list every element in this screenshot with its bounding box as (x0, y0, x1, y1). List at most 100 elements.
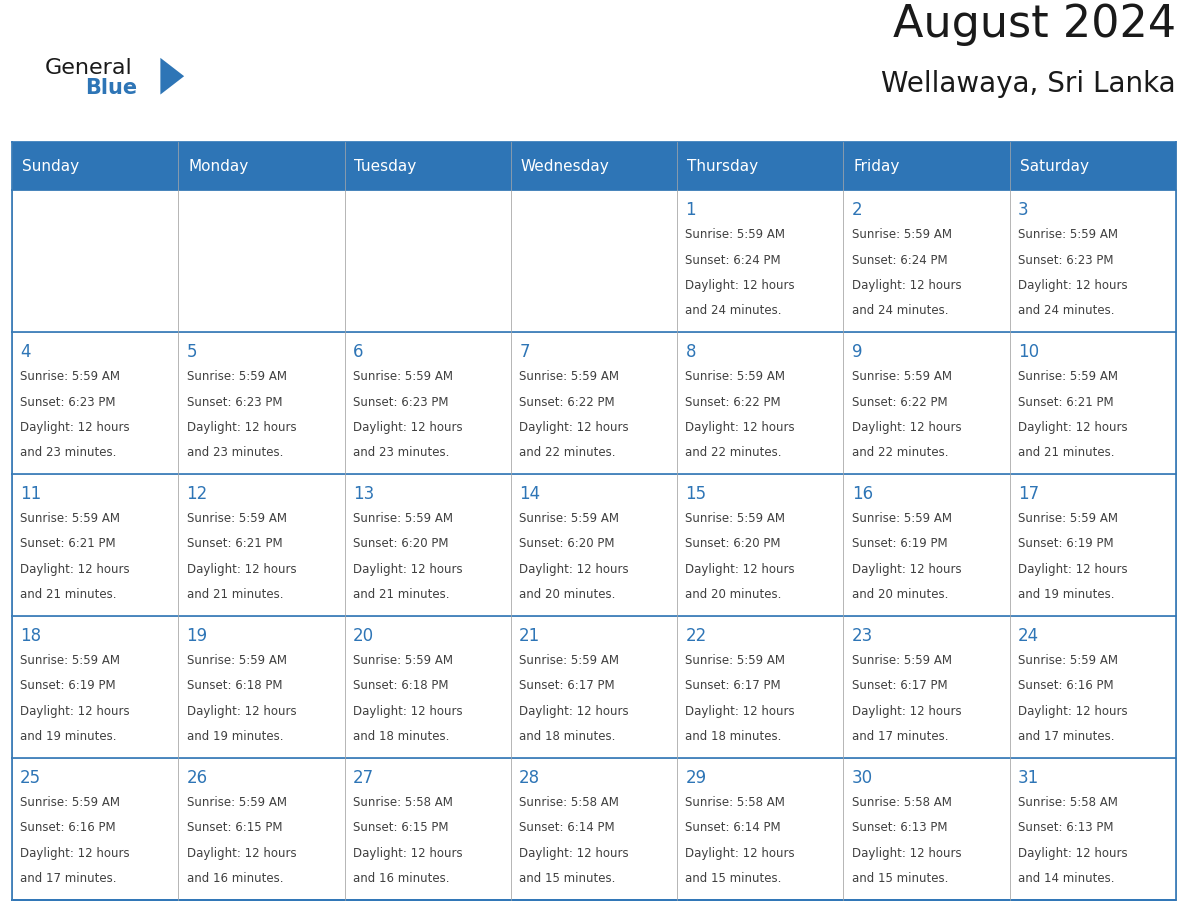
Text: Sunset: 6:22 PM: Sunset: 6:22 PM (685, 396, 781, 409)
Text: and 22 minutes.: and 22 minutes. (852, 446, 948, 459)
Text: Sunset: 6:23 PM: Sunset: 6:23 PM (1018, 253, 1113, 266)
Text: and 20 minutes.: and 20 minutes. (519, 588, 615, 601)
Text: and 19 minutes.: and 19 minutes. (187, 730, 283, 743)
Text: and 18 minutes.: and 18 minutes. (519, 730, 615, 743)
Bar (1010, 757, 1176, 900)
Bar (178, 332, 345, 474)
Text: Daylight: 12 hours: Daylight: 12 hours (519, 420, 628, 434)
Text: Daylight: 12 hours: Daylight: 12 hours (187, 846, 296, 859)
Text: and 18 minutes.: and 18 minutes. (353, 730, 449, 743)
Bar (511, 142, 677, 190)
Text: Daylight: 12 hours: Daylight: 12 hours (353, 846, 462, 859)
Text: Friday: Friday (853, 159, 899, 174)
Text: 1: 1 (685, 201, 696, 219)
Bar (677, 474, 843, 616)
Text: 9: 9 (852, 343, 862, 362)
Text: 2: 2 (852, 201, 862, 219)
Text: Sunset: 6:22 PM: Sunset: 6:22 PM (852, 396, 947, 409)
Text: 24: 24 (1018, 627, 1040, 645)
Text: Sunrise: 5:59 AM: Sunrise: 5:59 AM (685, 655, 785, 667)
Bar (178, 616, 345, 757)
Bar (345, 142, 511, 190)
Text: Sunrise: 5:59 AM: Sunrise: 5:59 AM (1018, 229, 1118, 241)
Bar (12, 332, 178, 474)
Text: 29: 29 (685, 769, 707, 787)
Text: 19: 19 (187, 627, 208, 645)
Text: and 19 minutes.: and 19 minutes. (20, 730, 116, 743)
Text: Sunset: 6:16 PM: Sunset: 6:16 PM (1018, 679, 1113, 692)
Bar (843, 474, 1010, 616)
Text: Sunset: 6:16 PM: Sunset: 6:16 PM (20, 822, 115, 834)
Text: Daylight: 12 hours: Daylight: 12 hours (519, 705, 628, 718)
Polygon shape (160, 58, 184, 95)
Bar (1010, 142, 1176, 190)
Text: Sunset: 6:21 PM: Sunset: 6:21 PM (187, 537, 282, 551)
Text: Daylight: 12 hours: Daylight: 12 hours (1018, 705, 1127, 718)
Text: Sunrise: 5:59 AM: Sunrise: 5:59 AM (852, 655, 952, 667)
Text: Sunrise: 5:59 AM: Sunrise: 5:59 AM (187, 512, 286, 525)
Text: 13: 13 (353, 486, 374, 503)
Text: and 22 minutes.: and 22 minutes. (519, 446, 615, 459)
Text: 6: 6 (353, 343, 364, 362)
Text: 11: 11 (20, 486, 42, 503)
Text: Daylight: 12 hours: Daylight: 12 hours (353, 563, 462, 576)
Text: and 15 minutes.: and 15 minutes. (519, 872, 615, 885)
Bar (843, 757, 1010, 900)
Text: Sunrise: 5:59 AM: Sunrise: 5:59 AM (519, 370, 619, 384)
Text: Daylight: 12 hours: Daylight: 12 hours (685, 705, 795, 718)
Text: and 15 minutes.: and 15 minutes. (685, 872, 782, 885)
Text: 12: 12 (187, 486, 208, 503)
Text: Monday: Monday (188, 159, 248, 174)
Bar (677, 757, 843, 900)
Text: and 23 minutes.: and 23 minutes. (187, 446, 283, 459)
Bar (511, 190, 677, 332)
Text: Blue: Blue (86, 78, 138, 98)
Bar (1010, 190, 1176, 332)
Text: Sunset: 6:18 PM: Sunset: 6:18 PM (353, 679, 448, 692)
Text: Sunset: 6:15 PM: Sunset: 6:15 PM (187, 822, 282, 834)
Bar (12, 142, 178, 190)
Text: 31: 31 (1018, 769, 1040, 787)
Text: Wellawaya, Sri Lanka: Wellawaya, Sri Lanka (881, 70, 1176, 98)
Text: Daylight: 12 hours: Daylight: 12 hours (685, 563, 795, 576)
Text: Daylight: 12 hours: Daylight: 12 hours (1018, 563, 1127, 576)
Text: Daylight: 12 hours: Daylight: 12 hours (187, 705, 296, 718)
Bar (677, 616, 843, 757)
Text: Sunset: 6:20 PM: Sunset: 6:20 PM (519, 537, 614, 551)
Text: Daylight: 12 hours: Daylight: 12 hours (852, 846, 961, 859)
Text: Sunrise: 5:59 AM: Sunrise: 5:59 AM (20, 512, 120, 525)
Text: Daylight: 12 hours: Daylight: 12 hours (1018, 846, 1127, 859)
Text: Sunrise: 5:58 AM: Sunrise: 5:58 AM (1018, 796, 1118, 809)
Text: Daylight: 12 hours: Daylight: 12 hours (20, 846, 129, 859)
Text: Sunrise: 5:58 AM: Sunrise: 5:58 AM (519, 796, 619, 809)
Bar (12, 616, 178, 757)
Text: 8: 8 (685, 343, 696, 362)
Text: 25: 25 (20, 769, 42, 787)
Bar (677, 190, 843, 332)
Text: 28: 28 (519, 769, 541, 787)
Bar (1010, 616, 1176, 757)
Text: Daylight: 12 hours: Daylight: 12 hours (852, 420, 961, 434)
Bar (178, 474, 345, 616)
Text: 27: 27 (353, 769, 374, 787)
Bar (12, 474, 178, 616)
Text: Sunrise: 5:59 AM: Sunrise: 5:59 AM (1018, 655, 1118, 667)
Text: 14: 14 (519, 486, 541, 503)
Bar (511, 474, 677, 616)
Text: Daylight: 12 hours: Daylight: 12 hours (519, 846, 628, 859)
Text: 21: 21 (519, 627, 541, 645)
Text: Sunrise: 5:59 AM: Sunrise: 5:59 AM (685, 370, 785, 384)
Text: Daylight: 12 hours: Daylight: 12 hours (685, 420, 795, 434)
Text: Sunrise: 5:59 AM: Sunrise: 5:59 AM (20, 370, 120, 384)
Text: Sunset: 6:17 PM: Sunset: 6:17 PM (519, 679, 614, 692)
Text: Daylight: 12 hours: Daylight: 12 hours (519, 563, 628, 576)
Text: Tuesday: Tuesday (354, 159, 417, 174)
Text: 20: 20 (353, 627, 374, 645)
Bar (843, 616, 1010, 757)
Bar (178, 190, 345, 332)
Text: Daylight: 12 hours: Daylight: 12 hours (685, 846, 795, 859)
Bar (12, 757, 178, 900)
Text: Sunrise: 5:59 AM: Sunrise: 5:59 AM (852, 512, 952, 525)
Text: Sunrise: 5:59 AM: Sunrise: 5:59 AM (20, 796, 120, 809)
Text: Sunset: 6:19 PM: Sunset: 6:19 PM (20, 679, 115, 692)
